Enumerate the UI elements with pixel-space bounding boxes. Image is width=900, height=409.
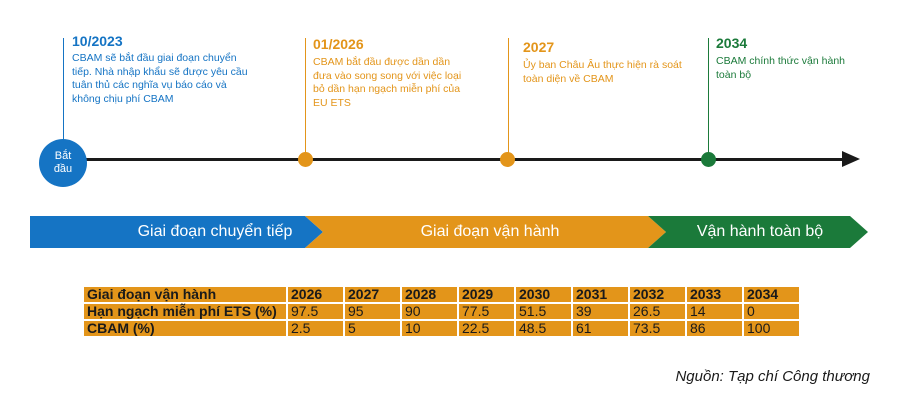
source-caption: Nguồn: Tạp chí Công thương: [675, 368, 870, 385]
milestone-3-desc: Ủy ban Châu Âu thực hiện rà soát toàn di…: [523, 59, 682, 85]
table-cell: 90: [401, 303, 459, 321]
table-cell: 48.5: [515, 320, 573, 338]
milestone-3-year: 2027: [523, 39, 555, 55]
table-cell: 61: [572, 320, 630, 338]
milestone-1-desc: CBAM sẽ bắt đầu giai đoạn chuyển tiếp. N…: [72, 52, 248, 105]
table-cell: 5: [344, 320, 402, 338]
table-cell: 22.5: [458, 320, 516, 338]
table-year: 2028: [401, 287, 459, 304]
table-row-label: CBAM (%): [84, 320, 288, 338]
milestone-3-line: [508, 38, 509, 154]
table-cell: 10: [401, 320, 459, 338]
phase-2-label: Giai đoạn vận hành: [420, 223, 560, 240]
phase-1-arrow: [30, 216, 323, 248]
milestone-4-dot: [701, 152, 716, 167]
phase-3-arrow: [648, 216, 868, 248]
phase-1-label: Giai đoạn chuyển tiếp: [137, 223, 293, 240]
table-year: 2034: [743, 287, 801, 304]
milestone-2-dot: [298, 152, 313, 167]
ets-cbam-table: Giai đoạn vận hành 2026 2027 2028 2029 2…: [84, 287, 801, 338]
milestone-1-line: [63, 38, 64, 141]
table-year: 2033: [686, 287, 744, 304]
table-year: 2027: [344, 287, 402, 304]
milestone-2-year: 01/2026: [313, 36, 364, 52]
table-cell: 73.5: [629, 320, 687, 338]
table-cell: 39: [572, 303, 630, 321]
milestone-4-desc: CBAM chính thức vận hành toàn bộ: [716, 55, 846, 81]
start-label: Bắt đầu: [53, 150, 73, 175]
table-row-ets: Hạn ngạch miễn phí ETS (%) 97.5 95 90 77…: [84, 303, 801, 321]
phase-3-label: Vận hành toàn bộ: [696, 223, 824, 240]
table-cell: 0: [743, 303, 801, 321]
milestone-3-dot: [500, 152, 515, 167]
table-row-label: Hạn ngạch miễn phí ETS (%): [84, 303, 288, 321]
milestone-2-line: [305, 38, 306, 154]
table-header-label: Giai đoạn vận hành: [84, 287, 288, 304]
start-circle: Bắt đầu: [39, 139, 87, 187]
table-header-row: Giai đoạn vận hành 2026 2027 2028 2029 2…: [84, 287, 801, 304]
table-cell: 2.5: [287, 320, 345, 338]
table-cell: 97.5: [287, 303, 345, 321]
table-cell: 77.5: [458, 303, 516, 321]
timeline-arrow-icon: [842, 151, 860, 167]
table-cell: 100: [743, 320, 801, 338]
table-year: 2026: [287, 287, 345, 304]
phase-2-arrow: [305, 216, 666, 248]
table-cell: 51.5: [515, 303, 573, 321]
table-year: 2032: [629, 287, 687, 304]
table-cell: 14: [686, 303, 744, 321]
milestone-2-desc: CBAM bắt đầu được dần dần đưa vào song s…: [313, 56, 462, 109]
milestone-1-year: 10/2023: [72, 33, 123, 49]
table-year: 2029: [458, 287, 516, 304]
timeline-axis: [40, 158, 848, 161]
table-cell: 95: [344, 303, 402, 321]
milestone-4-year: 2034: [716, 35, 748, 51]
table-row-cbam: CBAM (%) 2.5 5 10 22.5 48.5 61 73.5 86 1…: [84, 320, 801, 338]
milestone-4-line: [708, 38, 709, 154]
table-cell: 26.5: [629, 303, 687, 321]
table-year: 2030: [515, 287, 573, 304]
table-year: 2031: [572, 287, 630, 304]
table-cell: 86: [686, 320, 744, 338]
